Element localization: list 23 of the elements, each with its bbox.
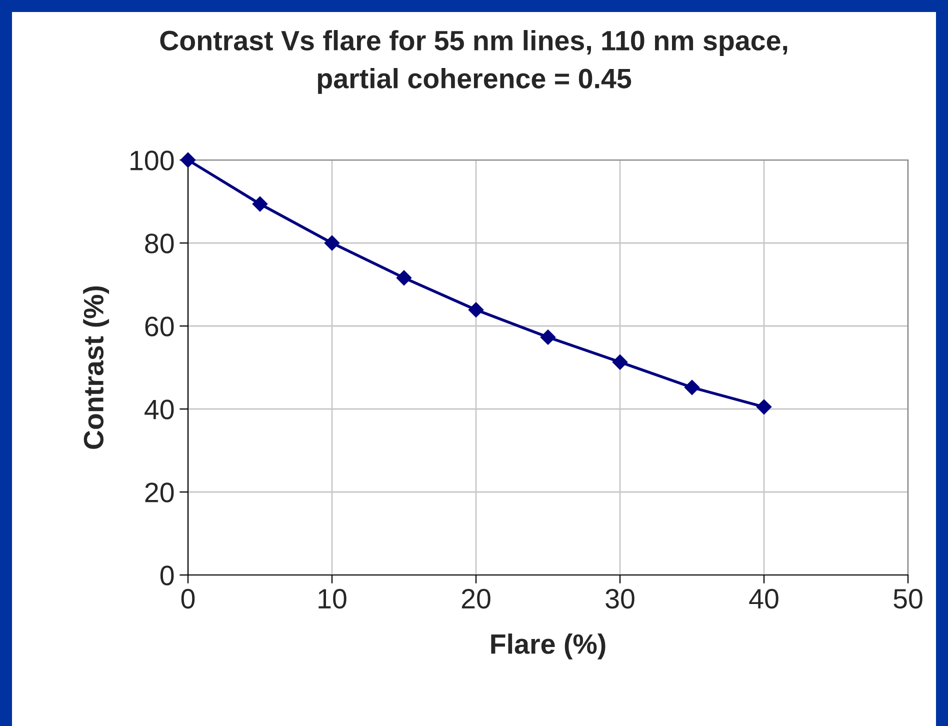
x-tick-label: 30 [606,588,634,609]
point [324,235,340,251]
y-tick-label: 40 [144,400,174,420]
y-tick-label: 0 [160,566,174,586]
point [396,270,412,286]
point [612,354,628,370]
x-tick-label: 50 [894,588,922,609]
x-tick-label: 0 [181,588,195,609]
y-tick-label: 80 [145,234,174,254]
y-tick-label: 60 [145,316,174,336]
x-tick-label: 10 [318,588,346,609]
point [540,329,556,346]
y-axis-title: Contrast (%) [83,286,110,449]
x-tick-label: 40 [749,588,778,609]
x-axis-title: Flare (%) [491,634,606,660]
point [252,196,268,212]
point [756,399,772,415]
chart-title: Contrast Vs flare for 55 nm lines, 110 nm space, partial coherence = 0.45 [160,30,788,94]
x-tick-label: 20 [462,588,490,609]
point [468,302,484,318]
point [684,380,700,396]
y-tick-label: 20 [145,482,174,502]
y-tick-label: 100 [130,150,174,170]
